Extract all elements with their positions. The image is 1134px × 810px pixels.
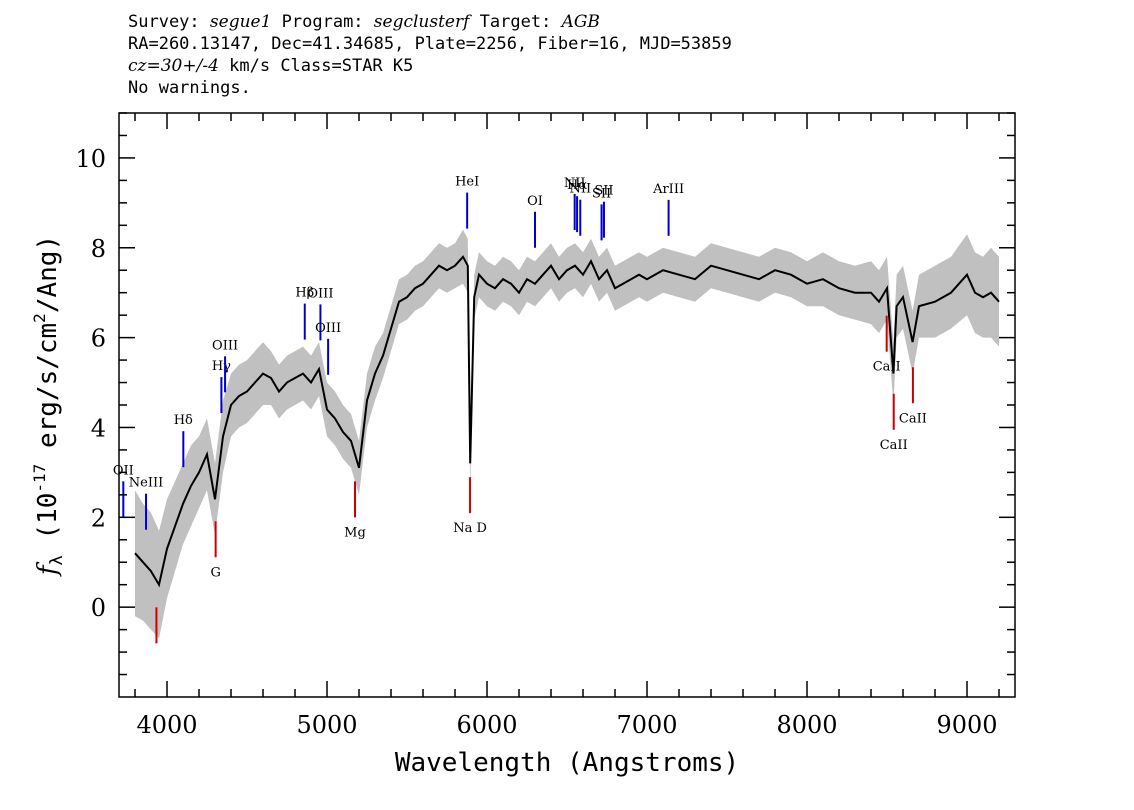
emission-line-label: OIII (315, 321, 341, 336)
emission-line-label: Hα (567, 178, 587, 193)
redshift-value: cz=30+/-4 (128, 56, 219, 76)
x-tick-label: 7000 (616, 711, 677, 739)
emission-line-label: NeIII (129, 476, 163, 491)
program-value: segclusterf (373, 12, 470, 32)
header-line-redshift: cz=30+/-4 km/s Class=STAR K5 (128, 55, 732, 77)
absorption-line-label: CaII (899, 411, 927, 426)
absorption-line-label: CaII (873, 360, 901, 375)
emission-line-label: OII (113, 463, 134, 478)
emission-line-label: OIII (212, 338, 238, 353)
flux-line (134, 255, 1000, 588)
header-line-warnings: No warnings. (128, 78, 251, 98)
y-tick-label: 8 (91, 235, 106, 263)
y-tick-label: 10 (75, 145, 106, 173)
absorption-line-label: CaII (880, 438, 908, 453)
emission-line-label: NII (564, 176, 586, 191)
x-tick-label: 5000 (296, 711, 357, 739)
y-tick-label: 0 (91, 594, 106, 622)
header-line-coordinates: RA=260.13147, Dec=41.34685, Plate=2256, … (128, 34, 732, 54)
error-band (135, 229, 999, 639)
survey-label: Survey: (128, 12, 200, 32)
emission-line-label: Hγ (212, 359, 231, 374)
y-tick-label: 4 (91, 414, 106, 442)
absorption-line-label: Mg (344, 525, 366, 540)
flux-layer (134, 255, 1000, 588)
x-tick-label: 4000 (136, 711, 197, 739)
y-axis-title: fλ (10-17 erg/s/cm2/Ang) (30, 235, 67, 577)
y-tick-label: 2 (91, 504, 106, 532)
x-axis-title: Wavelength (Angstroms) (395, 748, 739, 778)
y-tick-label: 6 (91, 325, 106, 353)
target-label: Target: (479, 12, 552, 32)
emission-line-label: SII (594, 184, 613, 199)
emission-line-label: SII (592, 186, 611, 201)
header-line-survey: Survey: segue1 Program: segclusterf Targ… (128, 11, 732, 33)
emission-line-label: HeI (455, 175, 479, 190)
error-band-layer (135, 229, 999, 639)
x-tick-label: 8000 (776, 711, 837, 739)
x-tick-label: 6000 (456, 711, 517, 739)
emission-line-label: OIII (307, 286, 333, 301)
survey-value: segue1 (209, 12, 272, 32)
emission-line-label: NII (569, 182, 591, 197)
spectrum-header: Survey: segue1 Program: segclusterf Targ… (128, 11, 732, 99)
y-tick-labels: 0 2 4 6 8 10 (75, 145, 106, 622)
axis-ticks (119, 112, 1015, 697)
emission-line-label: Hδ (174, 413, 193, 428)
target-value: AGB (561, 12, 600, 32)
emission-line-label: OI (527, 194, 543, 209)
absorption-line-label: Na D (453, 521, 487, 536)
x-tick-label: 9000 (936, 711, 997, 739)
emission-line-label: Hβ (295, 286, 314, 301)
program-label: Program: (281, 12, 364, 32)
class-value: km/s Class=STAR K5 (229, 56, 414, 76)
absorption-line-label: G (210, 565, 220, 580)
emission-line-label: ArIII (652, 182, 684, 197)
x-tick-labels: 4000 5000 6000 7000 8000 9000 (136, 711, 997, 739)
